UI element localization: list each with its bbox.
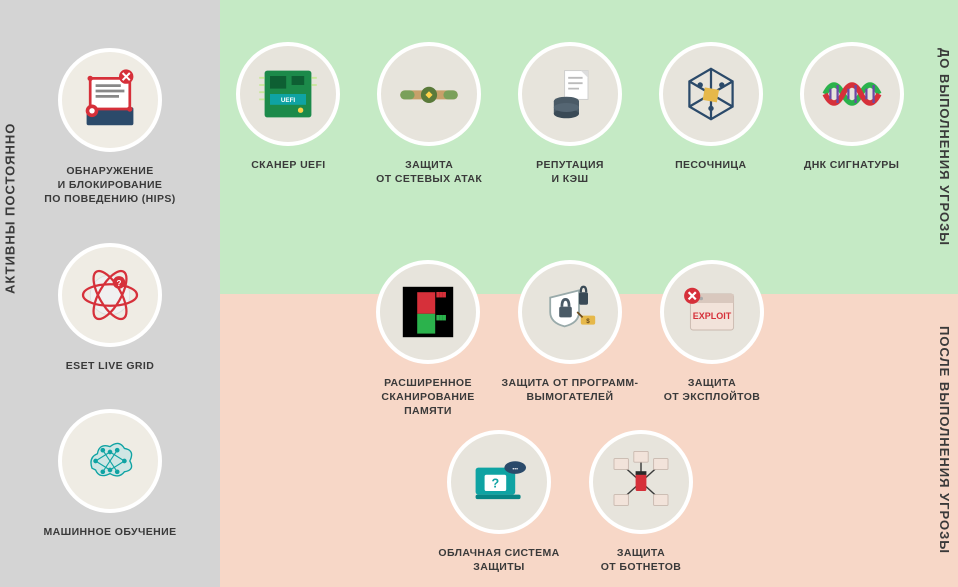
network-attack-icon bbox=[377, 42, 481, 146]
uefi-icon: UEFI bbox=[236, 42, 340, 146]
ml-icon bbox=[58, 409, 162, 513]
item-label: СКАНЕР UEFI bbox=[251, 158, 325, 172]
svg-text:███: ███ bbox=[436, 291, 446, 298]
svg-text:███: ███ bbox=[436, 314, 446, 321]
hips-icon bbox=[58, 48, 162, 152]
memory-scan-icon: ███ ███ bbox=[376, 260, 480, 364]
svg-text:?: ? bbox=[492, 476, 500, 490]
item-label: ОБЛАЧНАЯ СИСТЕМАЗАЩИТЫ bbox=[438, 546, 559, 574]
section-label-left: АКТИВНЫ ПОСТОЯННО bbox=[3, 122, 18, 293]
item-label: ЗАЩИТАОТ ЭКСПЛОЙТОВ bbox=[664, 376, 761, 404]
item-label: РАСШИРЕННОЕСКАНИРОВАНИЕПАМЯТИ bbox=[381, 376, 474, 419]
item-label: ЗАЩИТАОТ БОТНЕТОВ bbox=[601, 546, 682, 574]
sandbox-icon bbox=[659, 42, 763, 146]
svg-text:EXPLOIT: EXPLOIT bbox=[693, 311, 732, 321]
svg-text:$: $ bbox=[586, 318, 590, 325]
item-label: МАШИННОЕ ОБУЧЕНИЕ bbox=[44, 525, 177, 539]
svg-text:•••: ••• bbox=[512, 466, 518, 472]
item-label: РЕПУТАЦИЯИ КЭШ bbox=[536, 158, 604, 186]
rows-overlay: UEFI СКАНЕР UEFI bbox=[220, 0, 958, 587]
row-3: ? ••• ОБЛАЧНАЯ СИСТЕМАЗАЩИТЫ bbox=[220, 430, 920, 574]
cloud-protection-icon: ? ••• bbox=[447, 430, 551, 534]
item-label: ДНК СИГНАТУРЫ bbox=[804, 158, 900, 172]
exploit-icon: EXPLOIT bbox=[660, 260, 764, 364]
botnet-icon bbox=[589, 430, 693, 534]
row-2: ███ ███ РАСШИРЕННОЕСКАНИРОВАНИЕПАМЯТИ bbox=[220, 260, 920, 419]
item-reputation: РЕПУТАЦИЯИ КЭШ bbox=[502, 42, 639, 186]
column-always-active: АКТИВНЫ ПОСТОЯННО ОБНАРУЖЕНИЕИ БЛОК bbox=[0, 0, 220, 587]
item-label: ПЕСОЧНИЦА bbox=[675, 158, 746, 172]
item-label: ESET LIVE GRID bbox=[66, 359, 154, 373]
item-label: ОБНАРУЖЕНИЕИ БЛОКИРОВАНИЕПО ПОВЕДЕНИЮ (H… bbox=[44, 164, 175, 207]
item-label: ЗАЩИТАОТ СЕТЕВЫХ АТАК bbox=[376, 158, 482, 186]
item-botnet: ЗАЩИТАОТ БОТНЕТОВ bbox=[572, 430, 710, 574]
svg-text:?: ? bbox=[117, 279, 122, 288]
item-sandbox: ПЕСОЧНИЦА bbox=[642, 42, 779, 186]
livegrid-icon: ? bbox=[58, 243, 162, 347]
row-1: UEFI СКАНЕР UEFI bbox=[220, 42, 920, 186]
item-label: ЗАЩИТА ОТ ПРОГРАММ-ВЫМОГАТЕЛЕЙ bbox=[502, 376, 639, 404]
item-ml: МАШИННОЕ ОБУЧЕНИЕ bbox=[40, 409, 180, 539]
item-cloud: ? ••• ОБЛАЧНАЯ СИСТЕМАЗАЩИТЫ bbox=[430, 430, 568, 574]
item-uefi: UEFI СКАНЕР UEFI bbox=[220, 42, 357, 186]
reputation-cache-icon bbox=[518, 42, 622, 146]
item-ransom: $ ЗАЩИТА ОТ ПРОГРАММ-ВЫМОГАТЕЛЕЙ bbox=[501, 260, 639, 419]
ransomware-icon: $ bbox=[518, 260, 622, 364]
svg-text:UEFI: UEFI bbox=[281, 97, 296, 104]
item-memscan: ███ ███ РАСШИРЕННОЕСКАНИРОВАНИЕПАМЯТИ bbox=[359, 260, 497, 419]
column-phases: ДО ВЫПОЛНЕНИЯ УГРОЗЫ ПОСЛЕ ВЫПОЛНЕНИЯ УГ… bbox=[220, 0, 958, 587]
infographic: АКТИВНЫ ПОСТОЯННО ОБНАРУЖЕНИЕИ БЛОК bbox=[0, 0, 958, 587]
item-exploit: EXPLOIT ЗАЩИТАОТ ЭКСПЛОЙТОВ bbox=[643, 260, 781, 419]
item-livegrid: ? ESET LIVE GRID bbox=[40, 243, 180, 373]
item-netattack: ЗАЩИТАОТ СЕТЕВЫХ АТАК bbox=[361, 42, 498, 186]
item-hips: ОБНАРУЖЕНИЕИ БЛОКИРОВАНИЕПО ПОВЕДЕНИЮ (H… bbox=[40, 48, 180, 207]
item-dna: ДНК СИГНАТУРЫ bbox=[783, 42, 920, 186]
dna-icon bbox=[800, 42, 904, 146]
